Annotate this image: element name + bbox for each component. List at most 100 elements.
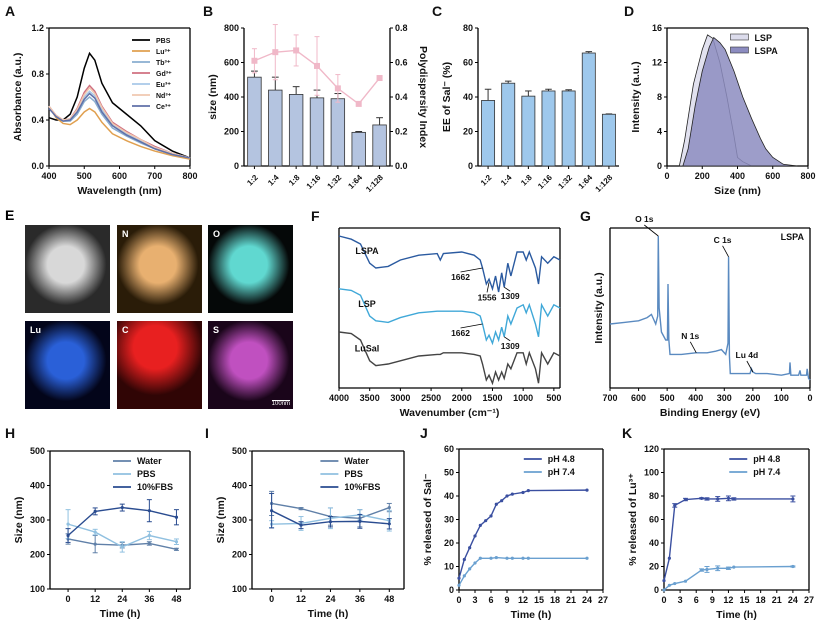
category-label: 1:128 xyxy=(594,173,615,194)
y-tick-label: 4 xyxy=(657,127,662,137)
panel-e-label: E xyxy=(5,207,15,223)
category-label: 1:2 xyxy=(245,173,260,188)
data-point xyxy=(494,555,498,560)
data-point xyxy=(732,497,736,501)
x-axis-label: Binding Energy (eV) xyxy=(660,407,760,419)
x-tick-label: 4000 xyxy=(329,393,349,403)
panel-label-a: A xyxy=(5,3,15,19)
y2-tick-label: 0.4 xyxy=(395,92,408,102)
bar xyxy=(247,76,262,167)
data-point xyxy=(705,567,709,572)
y-tick-label: 40 xyxy=(444,491,454,501)
y-tick-label: 500 xyxy=(232,446,247,456)
legend-label: Gd³⁺ xyxy=(156,71,172,78)
data-point xyxy=(505,556,509,560)
x-tick-label: 15 xyxy=(534,595,544,605)
edx-element-label: Lu xyxy=(30,325,41,335)
x-tick-label: 18 xyxy=(756,595,766,605)
x-tick-label: 200 xyxy=(695,171,710,181)
x-tick-label: 0 xyxy=(66,594,71,604)
data-point xyxy=(791,497,795,501)
annotation-arrow xyxy=(486,282,490,293)
x-tick-label: 9 xyxy=(504,595,509,605)
annotation-label: 1309 xyxy=(501,341,520,351)
x-tick-label: 24 xyxy=(325,594,335,604)
line-ce- xyxy=(48,92,191,159)
data-point xyxy=(93,509,97,513)
annotation-label: C 1s xyxy=(714,235,732,245)
data-point xyxy=(732,565,736,569)
annotation-label: 1309 xyxy=(501,291,520,301)
data-point xyxy=(355,100,362,107)
y-axis-label: % released of Sal⁻ xyxy=(422,473,434,565)
legend-label: pH 4.8 xyxy=(753,454,780,464)
data-point xyxy=(521,556,525,560)
panel-label-h: H xyxy=(5,425,15,441)
category-label: 1:8 xyxy=(519,173,534,188)
x-tick-label: 24 xyxy=(788,595,798,605)
x-tick-label: 18 xyxy=(550,595,560,605)
area-lspa xyxy=(682,36,798,167)
legend-label: PBS xyxy=(344,469,363,479)
edx-element-label: S xyxy=(213,325,220,335)
x-tick-label: 0 xyxy=(661,595,666,605)
x-axis-label: Size (nm) xyxy=(714,185,761,197)
edx-map-o: O xyxy=(208,225,293,313)
data-point xyxy=(510,492,514,496)
edx-map-lu: Lu xyxy=(25,321,110,409)
category-label: 1:64 xyxy=(346,173,364,191)
category-label: 1:32 xyxy=(326,173,344,191)
annotation-label: 1662 xyxy=(451,272,470,282)
data-point xyxy=(705,497,709,501)
data-point xyxy=(662,579,666,583)
annotation-arrow xyxy=(460,267,483,273)
x-tick-label: 700 xyxy=(602,393,617,403)
x-tick-label: 3 xyxy=(472,595,477,605)
panel-label-i: I xyxy=(205,425,209,441)
x-tick-label: 500 xyxy=(660,393,675,403)
data-point xyxy=(174,515,179,519)
annotation-arrow xyxy=(460,323,483,329)
x-tick-label: 24 xyxy=(582,595,592,605)
data-point xyxy=(716,566,720,570)
panel-label-g: G xyxy=(580,208,591,224)
x-axis-label: Time (h) xyxy=(716,609,757,621)
y-tick-label: 16 xyxy=(652,23,662,33)
y-tick-label: 0.0 xyxy=(31,161,44,171)
panel-label-j: J xyxy=(420,425,428,441)
x-tick-label: 3 xyxy=(678,595,683,605)
data-point xyxy=(673,503,677,507)
x-tick-label: 36 xyxy=(355,594,365,604)
data-point xyxy=(174,540,179,544)
x-tick-label: 6 xyxy=(488,595,493,605)
edx-map-haadf xyxy=(25,225,110,313)
annotation-arrow xyxy=(722,245,729,257)
line-ph-7-4 xyxy=(663,565,793,591)
x-tick-label: 12 xyxy=(723,595,733,605)
data-point xyxy=(699,568,704,572)
x-tick-label: 24 xyxy=(117,594,127,604)
panel-label-f: F xyxy=(311,208,320,224)
x-tick-label: 3500 xyxy=(360,393,380,403)
line-nd- xyxy=(48,86,191,159)
data-point xyxy=(272,49,279,56)
y-tick-label: 0 xyxy=(657,161,662,171)
y-tick-label: 400 xyxy=(224,92,239,102)
data-point xyxy=(457,583,461,587)
data-point xyxy=(387,505,391,510)
y-tick-label: 500 xyxy=(30,446,45,456)
series-label: LSP xyxy=(358,299,376,309)
x-tick-label: 0 xyxy=(269,594,274,604)
data-point xyxy=(473,534,477,538)
bar xyxy=(561,90,576,167)
x-tick-label: 800 xyxy=(182,171,197,181)
data-point xyxy=(147,541,151,546)
y-tick-label: 400 xyxy=(232,481,247,491)
data-point xyxy=(484,519,488,523)
bar xyxy=(351,131,366,167)
category-label: 1:16 xyxy=(305,173,323,191)
data-point xyxy=(457,576,461,580)
x-tick-label: 600 xyxy=(765,171,780,181)
annotation-arrow xyxy=(503,286,511,292)
y-tick-label: 20 xyxy=(649,562,659,572)
